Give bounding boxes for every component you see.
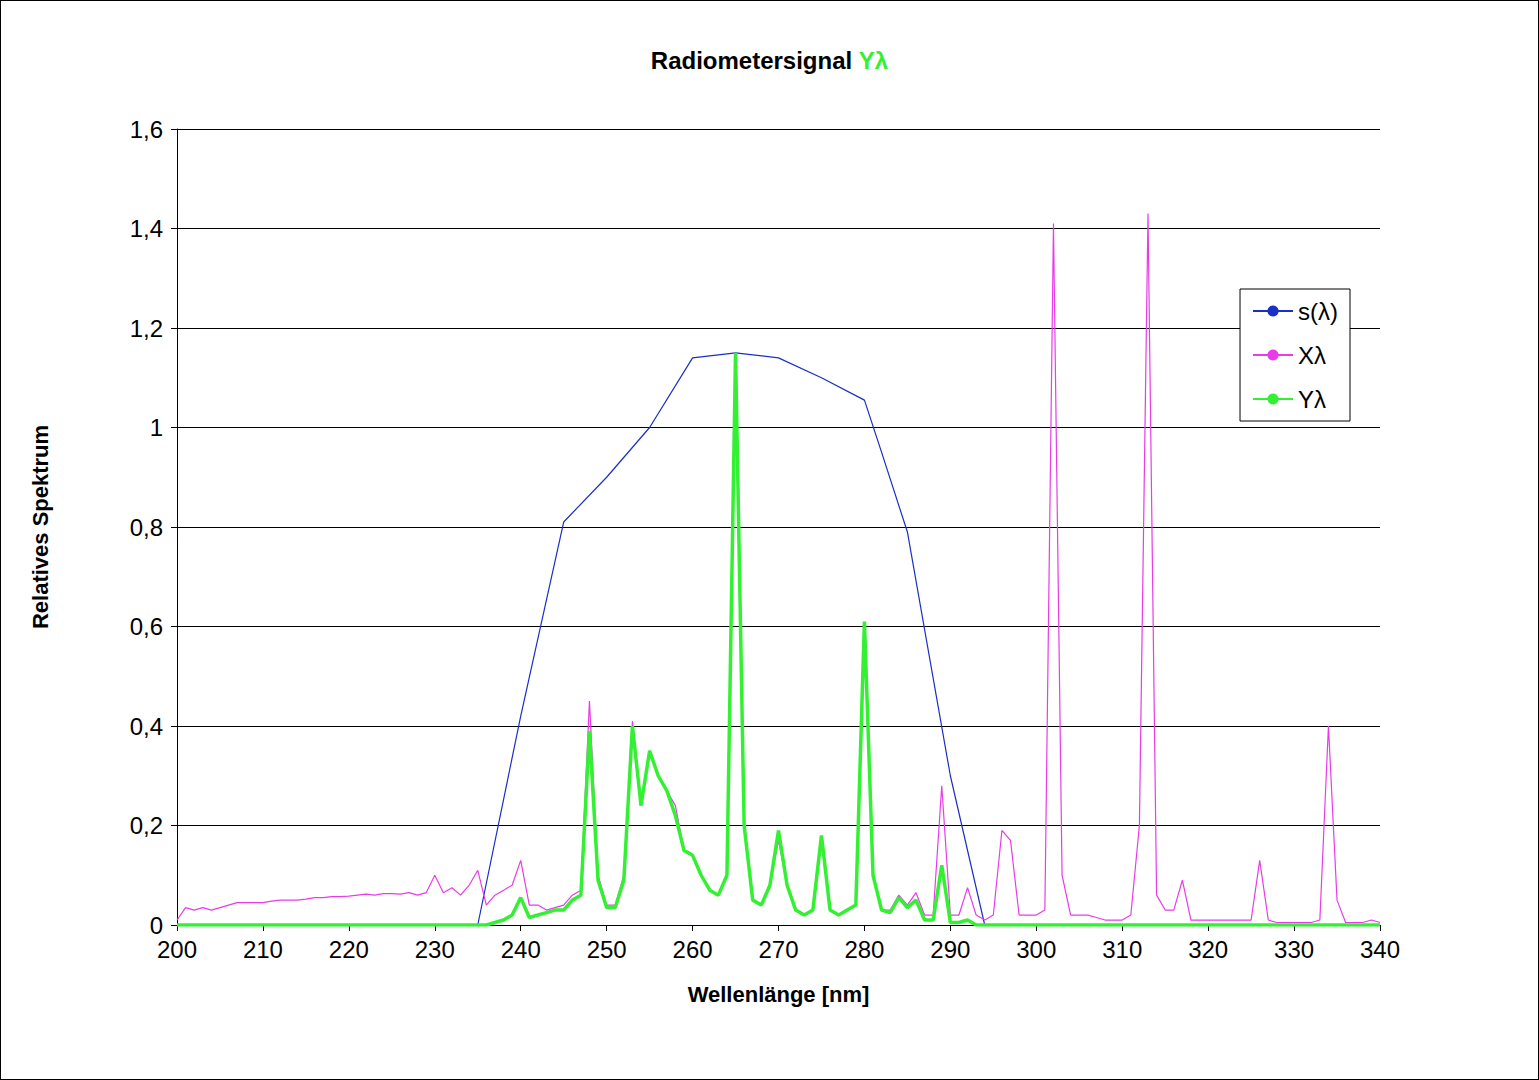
svg-text:0,2: 0,2 [130,812,163,839]
svg-text:Yλ: Yλ [859,47,888,74]
svg-text:1: 1 [150,414,163,441]
svg-text:Wellenlänge [nm]: Wellenlänge [nm] [688,982,870,1007]
svg-text:230: 230 [415,936,455,963]
svg-text:250: 250 [587,936,627,963]
svg-text:310: 310 [1102,936,1142,963]
svg-text:Xλ: Xλ [1298,342,1326,369]
svg-text:0,6: 0,6 [130,613,163,640]
svg-text:300: 300 [1016,936,1056,963]
svg-text:1,2: 1,2 [130,315,163,342]
svg-text:330: 330 [1274,936,1314,963]
svg-text:240: 240 [501,936,541,963]
svg-text:260: 260 [673,936,713,963]
svg-text:Yλ: Yλ [1298,386,1326,413]
svg-text:0,4: 0,4 [130,713,163,740]
svg-text:220: 220 [329,936,369,963]
svg-text:1,6: 1,6 [130,116,163,143]
svg-text:Radiometersignal: Radiometersignal [651,47,859,74]
svg-text:s(λ): s(λ) [1298,298,1338,325]
svg-text:320: 320 [1188,936,1228,963]
svg-text:280: 280 [844,936,884,963]
svg-text:Relatives Spektrum: Relatives Spektrum [28,425,53,629]
svg-text:340: 340 [1360,936,1400,963]
svg-text:200: 200 [157,936,197,963]
svg-text:0,8: 0,8 [130,514,163,541]
svg-text:270: 270 [758,936,798,963]
svg-text:0: 0 [150,912,163,939]
svg-text:290: 290 [930,936,970,963]
svg-text:1,4: 1,4 [130,215,163,242]
svg-text:210: 210 [243,936,283,963]
